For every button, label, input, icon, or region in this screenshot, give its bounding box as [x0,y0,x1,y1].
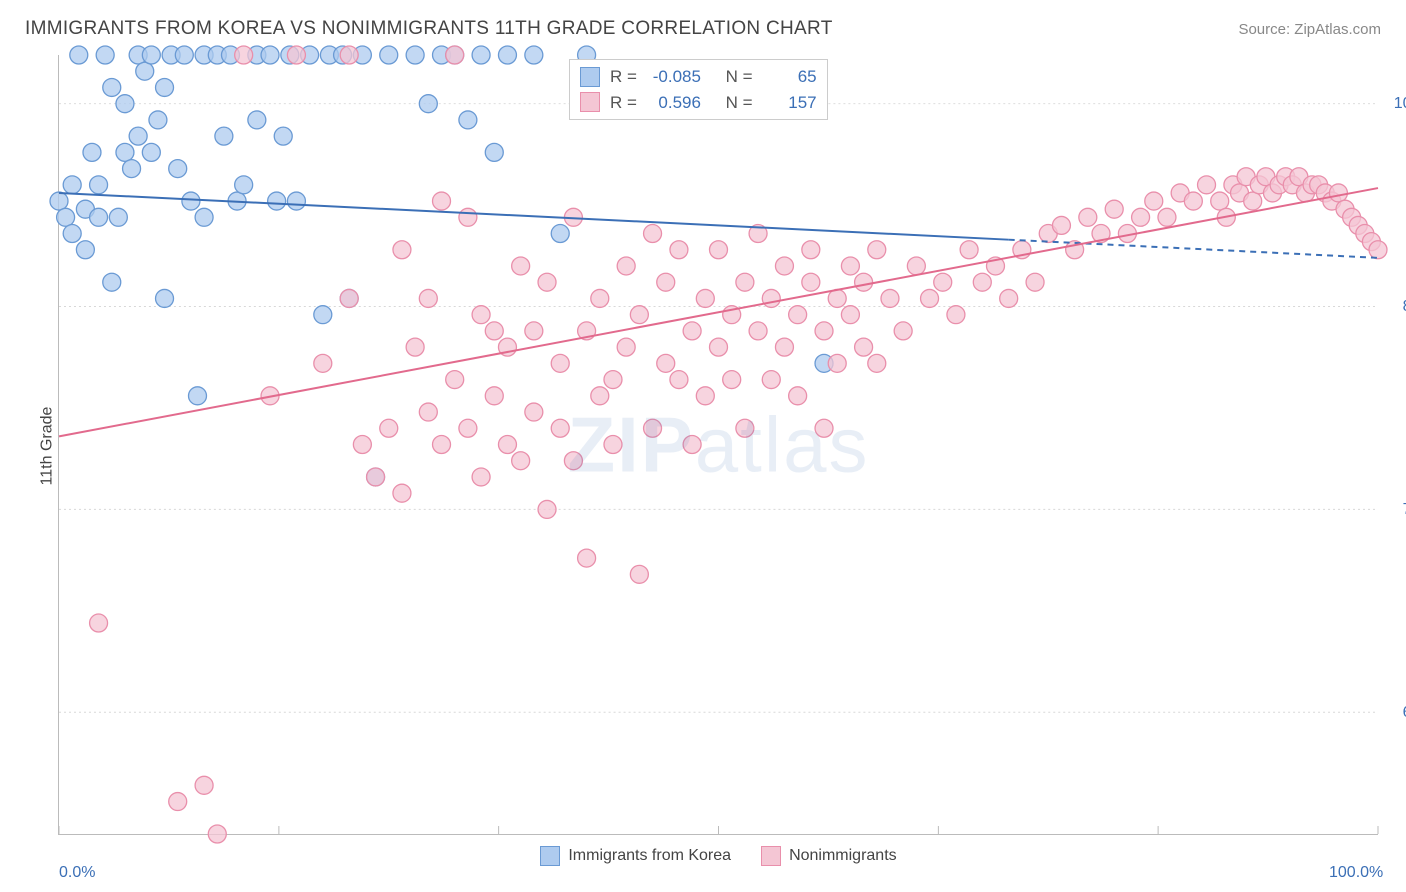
stats-r-label: R = [610,64,637,90]
stats-n-label: N = [726,90,753,116]
legend-swatch-1 [540,846,560,866]
legend-label-1: Immigrants from Korea [568,847,731,865]
y-tick-label: 62.5% [1403,704,1406,722]
x-tick-label: 0.0% [59,864,95,882]
stats-n-value-1: 65 [763,64,817,90]
stats-row-1: R = -0.085 N = 65 [580,64,817,90]
plot-area: ZIPatlas R = -0.085 N = 65 R = 0.596 N =… [58,55,1378,835]
stats-swatch-1 [580,67,600,87]
stats-r-value-2: 0.596 [647,90,701,116]
x-tick-label: 100.0% [1329,864,1383,882]
legend-item-1: Immigrants from Korea [540,846,731,866]
stats-swatch-2 [580,92,600,112]
y-axis-label: 11th Grade [38,407,56,486]
stats-r-value-1: -0.085 [647,64,701,90]
legend-item-2: Nonimmigrants [761,846,897,866]
source-label: Source: ZipAtlas.com [1238,21,1381,38]
legend-label-2: Nonimmigrants [789,847,897,865]
legend-swatch-2 [761,846,781,866]
chart-title: IMMIGRANTS FROM KOREA VS NONIMMIGRANTS 1… [25,18,833,40]
y-tick-label: 100.0% [1394,95,1406,113]
stats-n-value-2: 157 [763,90,817,116]
y-tick-label: 87.5% [1403,298,1406,316]
stats-legend: R = -0.085 N = 65 R = 0.596 N = 157 [569,59,828,120]
y-tick-label: 75.0% [1403,501,1406,519]
stats-row-2: R = 0.596 N = 157 [580,90,817,116]
chart-svg [59,55,1378,834]
title-bar: IMMIGRANTS FROM KOREA VS NONIMMIGRANTS 1… [25,18,1381,40]
stats-r-label: R = [610,90,637,116]
bottom-legend: Immigrants from Korea Nonimmigrants [59,846,1378,866]
stats-n-label: N = [726,64,753,90]
